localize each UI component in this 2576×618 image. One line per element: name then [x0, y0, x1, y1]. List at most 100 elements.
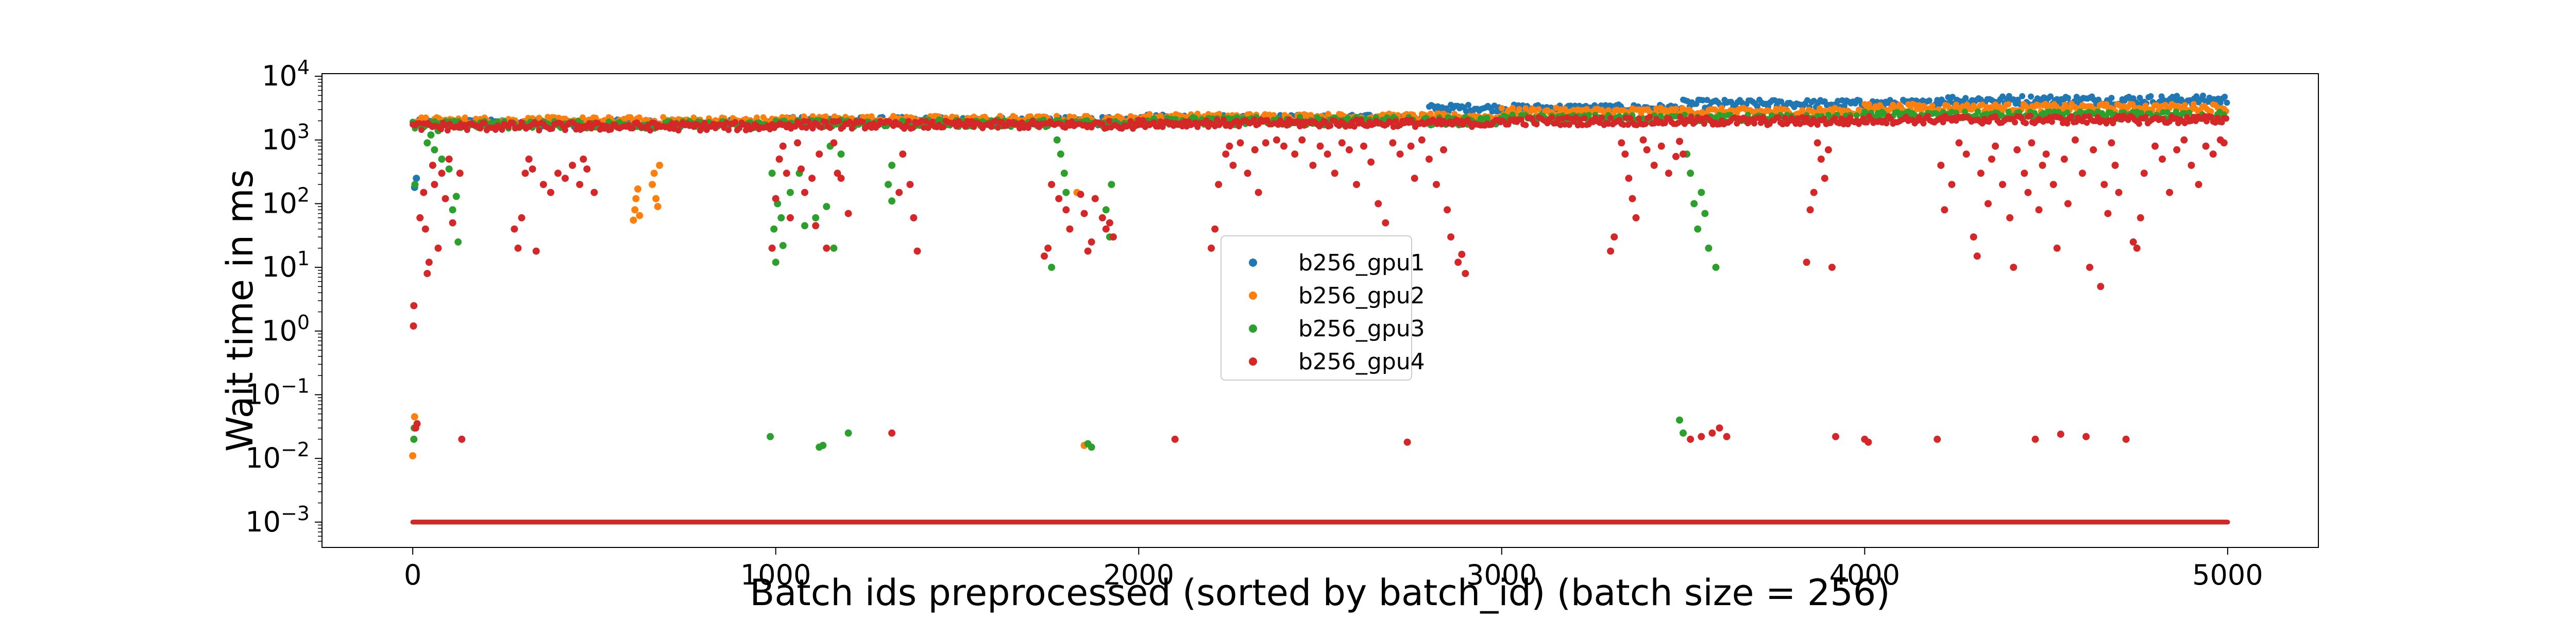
- data-point: [1607, 247, 1615, 255]
- data-point: [1327, 123, 1334, 129]
- data-point: [1701, 210, 1709, 217]
- data-point: [1687, 435, 1694, 443]
- data-point: [421, 225, 429, 233]
- data-point: [2028, 93, 2034, 100]
- data-point: [2193, 93, 2200, 100]
- data-point: [837, 150, 845, 158]
- data-point: [569, 162, 577, 169]
- data-point: [636, 114, 642, 121]
- data-point: [1639, 136, 1647, 144]
- data-point: [607, 126, 614, 133]
- data-point: [511, 225, 518, 233]
- data-point: [2049, 181, 2057, 188]
- data-point: [994, 124, 1001, 131]
- data-point: [1676, 416, 1683, 424]
- data-point: [518, 214, 526, 221]
- data-point: [634, 185, 641, 193]
- data-point: [434, 244, 442, 252]
- data-points-layer: [409, 92, 2230, 525]
- data-point: [1828, 264, 1836, 271]
- data-point: [2068, 113, 2075, 119]
- data-point: [2100, 181, 2108, 188]
- data-point: [1585, 112, 1592, 118]
- data-point: [830, 244, 838, 252]
- data-point: [456, 169, 464, 177]
- data-point: [514, 244, 522, 252]
- data-point: [1522, 105, 1529, 112]
- data-point: [410, 322, 417, 330]
- data-point: [1890, 101, 1896, 108]
- data-point: [1708, 429, 1716, 437]
- data-point: [1440, 146, 1447, 153]
- data-point: [410, 302, 418, 310]
- data-point: [2053, 244, 2061, 252]
- data-point: [2060, 156, 2068, 163]
- data-point: [409, 452, 417, 459]
- data-point: [630, 125, 636, 132]
- data-point: [1262, 139, 1269, 147]
- data-point: [2104, 210, 2112, 217]
- data-point: [844, 210, 852, 217]
- data-point: [2147, 110, 2154, 117]
- data-point: [1629, 195, 1636, 202]
- data-point: [1498, 105, 1505, 111]
- data-point: [2035, 206, 2043, 214]
- data-point: [1775, 114, 1782, 121]
- data-point: [1106, 117, 1112, 124]
- data-point: [2010, 264, 2018, 271]
- data-point: [2173, 146, 2181, 153]
- data-point: [2122, 435, 2130, 443]
- data-point: [1053, 136, 1061, 144]
- data-point: [767, 433, 774, 440]
- data-point: [1108, 181, 1115, 188]
- data-point: [1680, 150, 1687, 158]
- data-point: [1454, 259, 1462, 266]
- data-point: [1861, 101, 1868, 108]
- data-point: [1949, 94, 1956, 100]
- data-point: [444, 127, 451, 134]
- legend-marker: [1249, 357, 1257, 366]
- data-point: [1698, 188, 1705, 196]
- data-point: [1088, 443, 1095, 451]
- data-point: [2006, 214, 2014, 221]
- data-point: [1433, 181, 1440, 188]
- data-point: [1992, 142, 1999, 150]
- data-point: [812, 222, 820, 230]
- data-point: [736, 125, 743, 131]
- data-point: [1411, 175, 1418, 182]
- y-tick-label: 100: [262, 311, 310, 347]
- data-point: [1948, 181, 1956, 188]
- data-point: [1605, 107, 1612, 113]
- data-point: [837, 175, 845, 182]
- data-point: [1621, 150, 1629, 158]
- data-point: [1516, 106, 1522, 112]
- data-point: [413, 175, 420, 182]
- data-point: [1832, 433, 1839, 440]
- data-point: [1803, 259, 1810, 266]
- data-point: [2129, 238, 2137, 246]
- data-point: [590, 188, 598, 196]
- data-point: [481, 120, 488, 126]
- data-point: [429, 162, 436, 169]
- data-point: [1351, 123, 1358, 130]
- data-point: [2137, 95, 2143, 101]
- data-point: [2181, 102, 2188, 108]
- data-point: [1044, 244, 1052, 252]
- legend: b256_gpu1 b256_gpu2 b256_gpu3 b256_gpu4: [1221, 235, 1425, 381]
- data-point: [1130, 125, 1136, 132]
- data-point: [2180, 136, 2188, 144]
- data-point: [1632, 214, 1640, 221]
- data-point: [1853, 112, 1860, 119]
- data-point: [1883, 120, 1890, 127]
- data-point: [725, 127, 732, 133]
- data-point: [1331, 169, 1338, 177]
- data-point: [562, 175, 569, 182]
- data-point: [1229, 162, 1237, 169]
- data-point: [2090, 146, 2097, 153]
- data-point: [438, 156, 446, 163]
- data-point: [929, 118, 936, 125]
- data-point: [1109, 233, 1117, 241]
- data-point: [1865, 438, 1872, 446]
- x-tick-label: 5000: [2192, 559, 2263, 591]
